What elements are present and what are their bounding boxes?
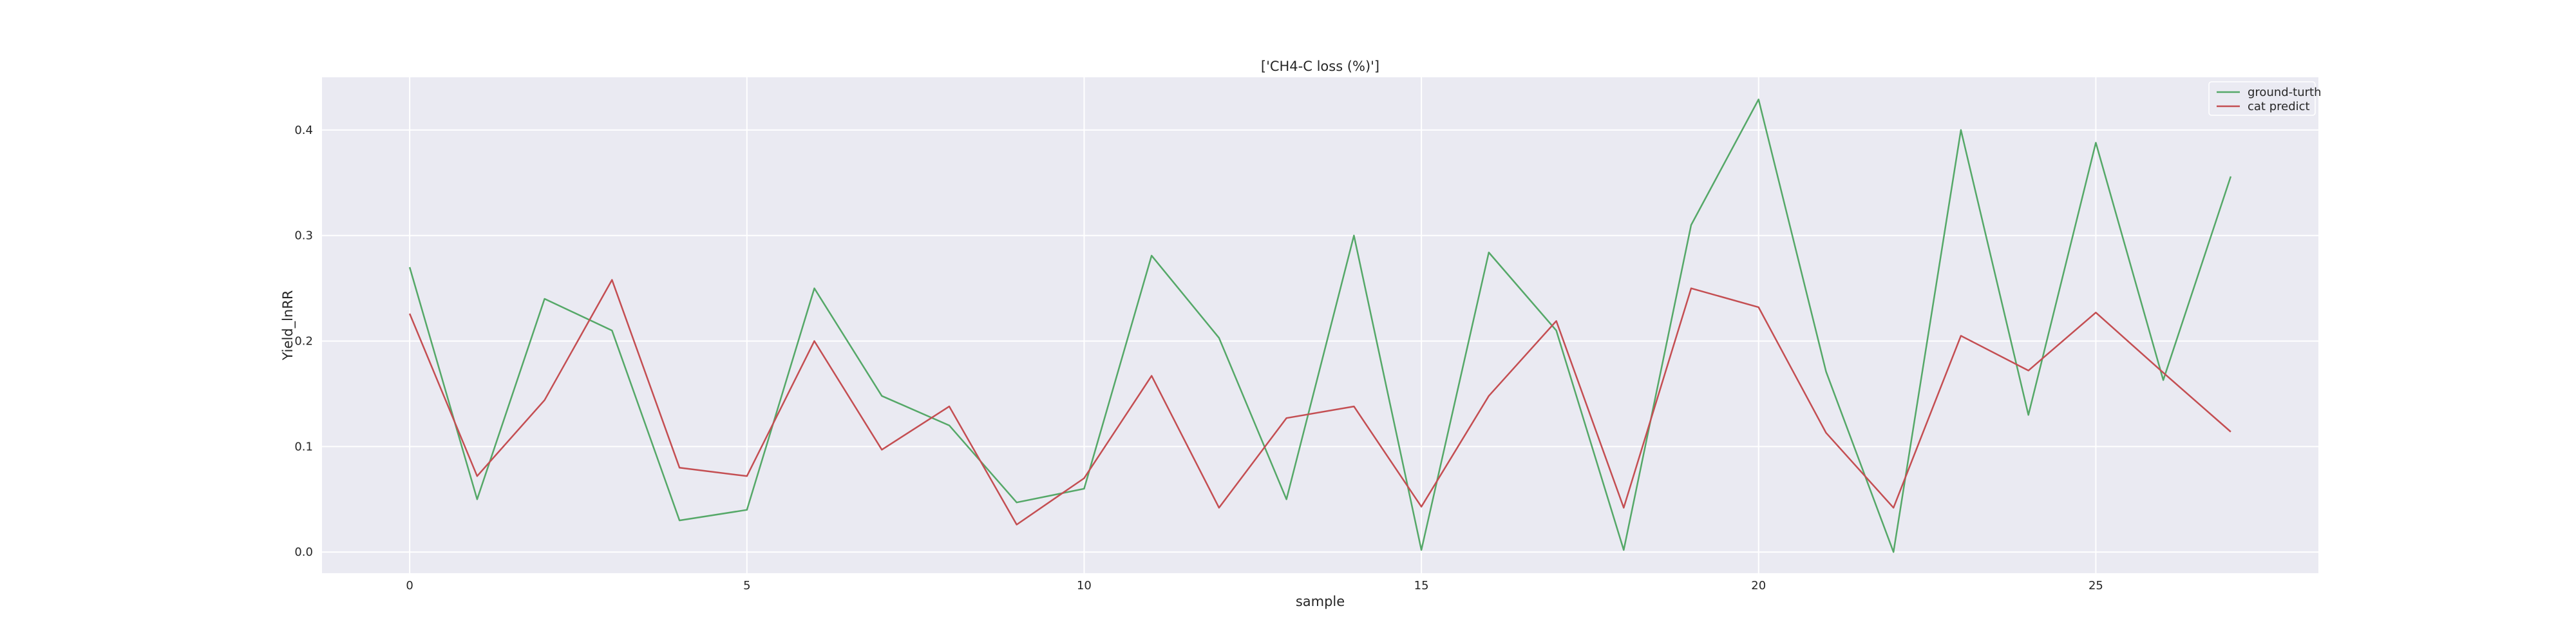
chart-title: ['CH4-C loss (%)'] [1261,59,1379,74]
legend-label-ground-turth: ground-turth [2248,86,2322,99]
y-tick-labels: 0.0 0.1 0.2 0.3 0.4 [294,124,313,559]
x-tick-label: 25 [2088,579,2103,592]
y-tick-label: 0.4 [294,124,313,137]
x-tick-labels: 0 5 10 15 20 25 [406,579,2103,592]
y-tick-label: 0.1 [294,440,313,453]
y-tick-label: 0.3 [294,229,313,243]
legend-label-cat-predict: cat predict [2248,100,2310,113]
x-tick-label: 10 [1077,579,1092,592]
x-axis-label: sample [1296,594,1345,609]
x-tick-label: 15 [1414,579,1429,592]
x-tick-label: 20 [1751,579,1766,592]
y-axis-label: Yield_lnRR [280,290,296,361]
series-lines [408,99,2232,553]
x-tick-label: 0 [406,579,413,592]
series-line-cat-predict [408,279,2231,526]
series-line-ground-turth [408,99,2232,553]
x-tick-label: 5 [743,579,750,592]
y-tick-label: 0.2 [294,335,313,348]
plot-area [322,77,2318,573]
y-tick-label: 0.0 [294,545,313,559]
